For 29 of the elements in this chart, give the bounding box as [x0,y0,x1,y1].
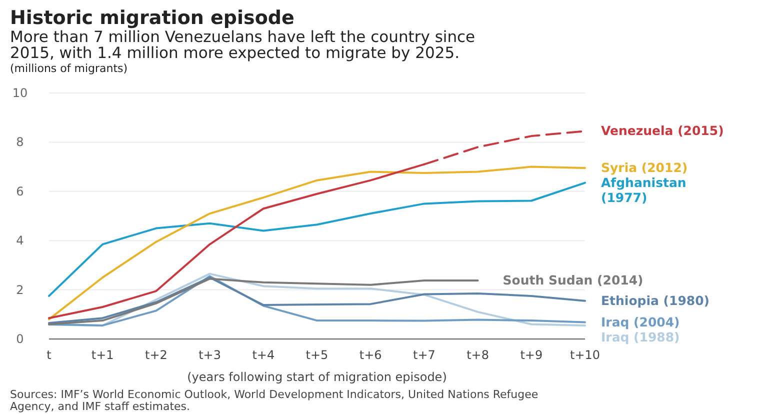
x-tick-label: t+4 [252,348,275,362]
x-tick-label: t+1 [91,348,114,362]
x-tick-label: t+2 [144,348,168,362]
series-label: Iraq (2004) [601,314,680,330]
text: South Sudan (2014) [502,272,644,288]
y-axis-title: (millions of migrants) [10,62,128,75]
y-tick-label: 2 [16,282,24,297]
x-tick-label: t [46,348,52,362]
y-tick-label: 0 [16,332,24,346]
series-label: Afghanistan (1977) [601,175,686,206]
x-tick-label: t+5 [306,348,328,362]
text: Venezuela (2015) [601,123,724,138]
series-label: Ethiopia (1980) [601,292,710,308]
chart-subtitle: More than 7 million Venezuelans have left the country since 2015, with 1.4 million more expected to migrate by 2025. [10,28,476,62]
series-label: Syria (2012) [601,160,688,176]
x-tick-label: t+10 [570,348,600,362]
series-label: Iraq (1988) [601,329,680,344]
x-tick-label: t+8 [466,348,490,362]
x-axis-title: (years following start of migration episode) [187,370,447,384]
chart-title: Historic migration episode [10,7,294,29]
y-tick-label: 4 [16,234,24,248]
x-tick-label: t+3 [198,348,222,362]
source-note: Sources: IMF’s World Economic Outlook, World Development Indicators, United Nations Refugee Agency, and IMF staff estimates. [10,388,538,413]
x-tick-label: t+6 [359,348,382,362]
x-tick-label: t+9 [520,348,543,362]
y-tick-label: 8 [16,135,24,150]
y-tick-label: 10 [12,86,28,100]
x-tick-label: t+7 [412,348,436,362]
y-tick-label: 6 [16,184,24,198]
